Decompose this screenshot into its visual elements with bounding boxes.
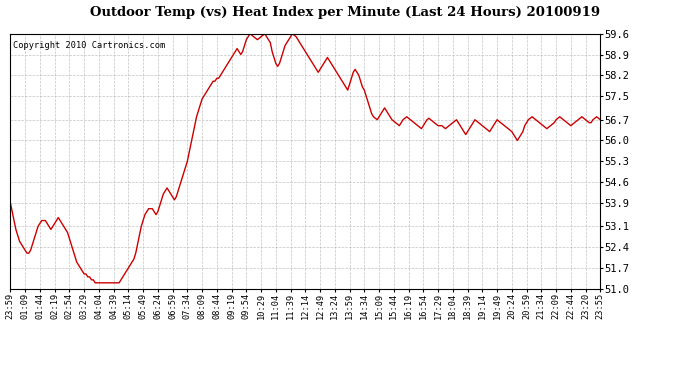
Text: Outdoor Temp (vs) Heat Index per Minute (Last 24 Hours) 20100919: Outdoor Temp (vs) Heat Index per Minute …	[90, 6, 600, 19]
Text: Copyright 2010 Cartronics.com: Copyright 2010 Cartronics.com	[13, 41, 166, 50]
